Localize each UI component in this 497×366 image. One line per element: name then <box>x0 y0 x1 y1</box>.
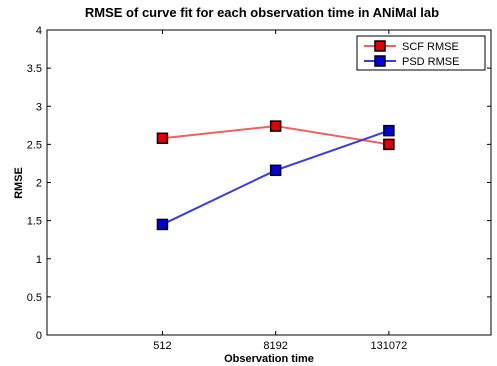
x-tick-label: 8192 <box>263 340 287 352</box>
y-tick-label: 3 <box>36 101 42 113</box>
series-2-point-3 <box>383 124 395 137</box>
x-axis: 512 8192 131072 <box>153 30 407 352</box>
legend-label-2: PSD RMSE <box>402 56 459 68</box>
legend: SCF RMSE PSD RMSE <box>356 35 486 71</box>
series-1-point-1 <box>156 132 169 145</box>
x-tick-label: 512 <box>153 340 171 352</box>
series-2-point-2 <box>269 164 282 177</box>
y-tick-label: 0 <box>36 330 42 342</box>
series-1-point-2 <box>269 120 282 132</box>
series-1-point-3 <box>383 138 395 151</box>
series-2-point-1 <box>156 218 169 231</box>
legend-marker-2 <box>374 55 386 67</box>
legend-marker-1 <box>374 40 386 52</box>
chart-title: RMSE of curve fit for each observation t… <box>85 5 439 20</box>
x-axis-title: Observation time <box>224 353 314 365</box>
y-tick-label: 1 <box>36 254 42 266</box>
legend-label-1: SCF RMSE <box>402 41 459 53</box>
y-axis: 0 0.5 1 1.5 2 2.5 3 3.5 4 <box>27 25 491 342</box>
y-tick-label: 0.5 <box>27 292 42 304</box>
y-tick-label: 2 <box>36 178 42 190</box>
x-tick-label: 131072 <box>371 340 408 352</box>
y-tick-label: 1.5 <box>27 216 42 228</box>
series-layer <box>156 120 395 231</box>
y-tick-label: 3.5 <box>27 63 42 75</box>
y-tick-label: 2.5 <box>27 139 42 151</box>
y-axis-title: RMSE <box>13 167 25 199</box>
plot-area <box>46 29 492 336</box>
y-tick-label: 4 <box>36 25 42 37</box>
